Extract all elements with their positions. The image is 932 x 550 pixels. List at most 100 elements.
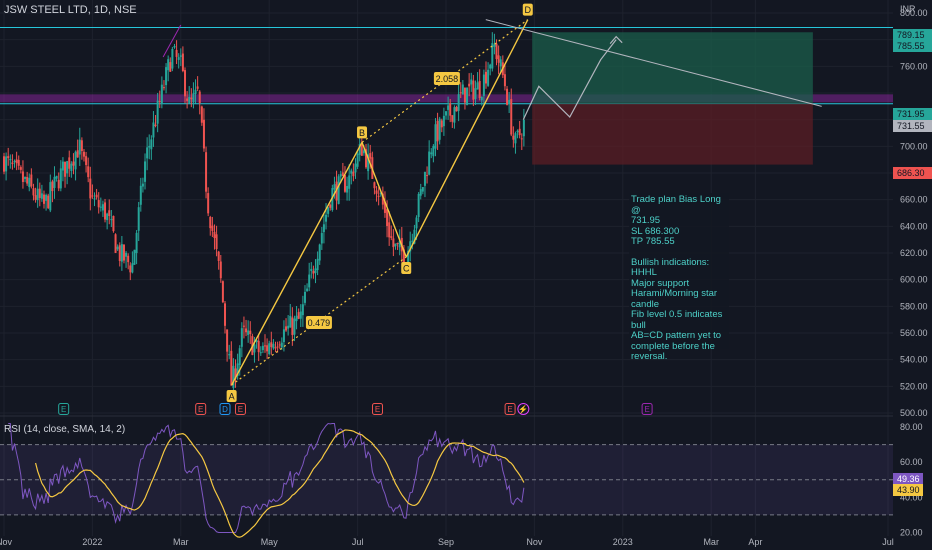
- price-label-text: 686.30: [897, 168, 925, 178]
- trade-plan-note[interactable]: Trade plan Bias Long @ 731.95 SL 686.300…: [629, 193, 729, 362]
- candle-body: [85, 156, 88, 165]
- candle-body: [390, 236, 393, 238]
- note-line: reversal.: [631, 351, 668, 362]
- note-line: Major support: [631, 277, 690, 289]
- time-tick-label: May: [261, 537, 279, 547]
- candle-body: [358, 144, 361, 155]
- ratio-bd-box: [433, 72, 460, 85]
- candle-body: [53, 176, 56, 188]
- candle-body: [93, 198, 96, 200]
- candle-body: [162, 87, 165, 89]
- candle-body: [242, 325, 245, 327]
- candle-body: [87, 166, 90, 178]
- candle-body: [514, 133, 517, 144]
- pattern-point-a: [226, 390, 237, 402]
- price-label-box: [893, 167, 932, 179]
- candle-body: [141, 183, 144, 187]
- candle-body: [413, 229, 416, 244]
- event-marker-label: E: [61, 405, 66, 414]
- pattern-point-label: C: [403, 264, 410, 274]
- time-tick-label: Jul: [882, 537, 894, 547]
- candle-body: [510, 99, 513, 135]
- candle-body: [289, 315, 292, 328]
- candle-body: [232, 365, 235, 388]
- candle-body: [40, 193, 43, 199]
- candle-body: [434, 124, 437, 149]
- candle-body: [310, 268, 313, 272]
- candle-body: [188, 96, 191, 103]
- candle-body: [409, 241, 412, 252]
- candle-body: [68, 157, 71, 169]
- candle-body: [165, 67, 168, 86]
- candle-body: [327, 207, 330, 214]
- candle-body: [299, 311, 302, 319]
- candle-body: [49, 182, 52, 211]
- candle-body: [276, 346, 279, 348]
- candle-body: [508, 99, 511, 104]
- pattern-leg-bc: [361, 142, 407, 258]
- candle-body: [308, 274, 311, 288]
- candle-body: [320, 233, 323, 244]
- candle-body: [396, 243, 399, 245]
- candle-body: [369, 153, 372, 159]
- resistance-band: [0, 94, 893, 103]
- candle-body: [177, 57, 180, 60]
- candle-body: [381, 193, 384, 205]
- event-marker: [58, 403, 70, 415]
- candle-body: [379, 192, 382, 194]
- price-tick-label: 580.00: [900, 301, 928, 311]
- event-marker: [195, 403, 207, 415]
- currency-label: INR: [900, 4, 916, 14]
- candle-body: [19, 167, 22, 170]
- candle-body: [451, 115, 454, 122]
- price-label-box: [893, 40, 932, 52]
- candle-body: [259, 352, 262, 354]
- candle-body: [91, 195, 94, 197]
- price-tick-label: 660.00: [900, 195, 928, 205]
- candle-body: [245, 328, 248, 333]
- event-marker-dividend: [517, 403, 530, 415]
- candle-body: [7, 156, 10, 159]
- note-line: Fib level 0.5 indicates: [631, 309, 723, 320]
- event-marker-label: E: [644, 405, 649, 414]
- projection-path: [522, 39, 617, 120]
- candle-body: [11, 162, 14, 165]
- candle-body: [78, 139, 81, 155]
- candle-body: [520, 138, 523, 140]
- candle-body: [171, 49, 174, 69]
- candle-body: [144, 161, 147, 182]
- candle-body: [135, 232, 138, 254]
- pattern-point-label: B: [359, 128, 365, 138]
- candle-body: [209, 216, 212, 229]
- candle-body: [99, 206, 102, 208]
- candle-body: [211, 225, 214, 231]
- candle-body: [28, 177, 31, 188]
- pattern-ratio-ac: [231, 256, 407, 386]
- candle-body: [226, 329, 229, 352]
- candle-body: [348, 175, 351, 189]
- candle-body: [303, 291, 306, 303]
- candle-body: [70, 163, 73, 171]
- candle-body: [447, 105, 450, 110]
- projection-arrowhead: [609, 35, 623, 45]
- candle-body: [167, 59, 170, 71]
- ratio-bd-label: 2.058: [436, 74, 459, 84]
- candle-body: [72, 161, 75, 166]
- event-marker-label: E: [238, 405, 243, 414]
- rsi-value-box: [893, 473, 923, 485]
- candle-body: [192, 93, 195, 103]
- candle-body: [89, 178, 92, 199]
- candle-body: [457, 94, 460, 111]
- candle-body: [13, 160, 16, 162]
- note-line: Trade plan Bias Long @: [631, 194, 721, 216]
- candle-body: [38, 188, 41, 198]
- candle-body: [394, 243, 397, 247]
- candle-body: [367, 154, 370, 172]
- price-label-text: 789.15: [897, 30, 925, 40]
- candle-body: [190, 97, 193, 100]
- candle-body: [512, 135, 515, 140]
- time-tick-label: 2022: [82, 537, 102, 547]
- event-marker: [504, 403, 516, 415]
- rsi-indicator-title[interactable]: RSI (14, close, SMA, 14, 2): [4, 424, 126, 435]
